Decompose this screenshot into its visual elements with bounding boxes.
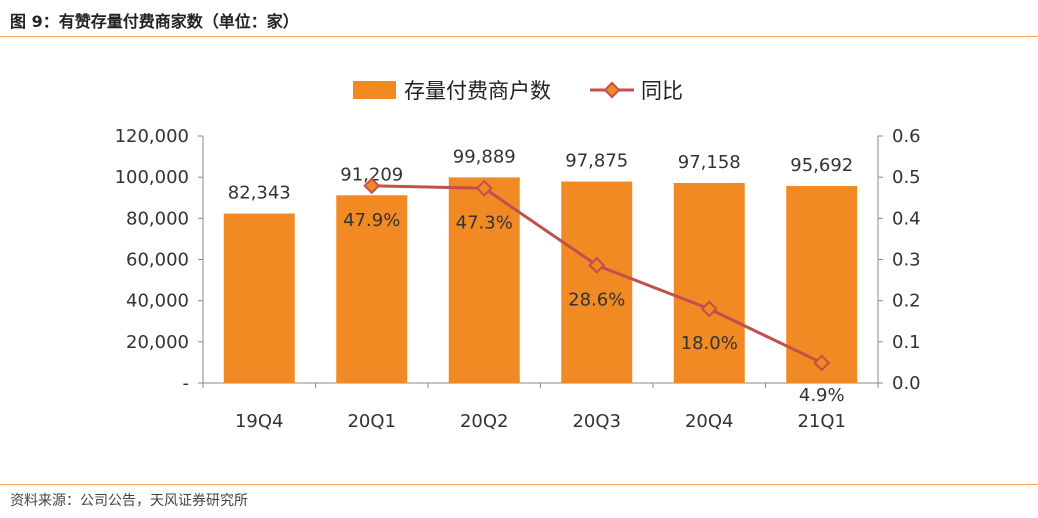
chart: - 20,000 40,000 60,000 80,000 100,000 120,000 0… <box>115 79 921 432</box>
x-tick-label: 20Q1 <box>347 411 396 432</box>
bar-value-label: 91,209 <box>340 164 403 185</box>
left-tick-label: 100,000 <box>115 167 189 188</box>
bar-value-label: 97,158 <box>678 152 741 173</box>
legend-line-label: 同比 <box>641 79 683 103</box>
legend-bar-label: 存量付费商户数 <box>404 79 551 103</box>
yoy-point <box>813 354 831 372</box>
left-tick-label: 20,000 <box>126 332 189 353</box>
figure-title: 图 9：有赞存量付费商家数（单位：家） <box>10 12 299 31</box>
yoy-point <box>588 256 606 274</box>
right-tick-label: 0.5 <box>892 167 921 188</box>
x-tick-label: 20Q3 <box>572 411 621 432</box>
right-tick-label: 0.4 <box>892 208 921 229</box>
yoy-point <box>475 179 493 197</box>
yoy-value-label: 4.9% <box>799 385 845 406</box>
right-tick-label: 0.0 <box>892 373 921 394</box>
left-tick-label: 60,000 <box>126 250 189 271</box>
x-tick-label: 21Q1 <box>797 411 846 432</box>
right-tick-label: 0.2 <box>892 291 921 312</box>
bar-value-label: 97,875 <box>565 151 628 172</box>
bar-value-label: 95,692 <box>790 155 853 176</box>
bar <box>336 195 408 383</box>
legend-bar-swatch <box>353 81 396 99</box>
left-tick-label: 40,000 <box>126 291 189 312</box>
right-tick-label: 0.6 <box>892 126 921 147</box>
bar <box>786 186 858 383</box>
yoy-point <box>700 300 718 318</box>
left-tick-label: 120,000 <box>115 126 189 147</box>
yoy-point <box>363 177 381 195</box>
left-tick-label: 80,000 <box>126 208 189 229</box>
bar <box>561 181 633 383</box>
bar <box>673 183 745 383</box>
top-rule <box>0 36 1038 37</box>
x-tick-label: 19Q4 <box>235 411 284 432</box>
x-tick-label: 20Q4 <box>685 411 734 432</box>
yoy-value-label: 47.9% <box>343 210 400 231</box>
bottom-rule <box>0 484 1038 485</box>
bar <box>448 177 520 383</box>
yoy-value-label: 28.6% <box>568 289 625 310</box>
yoy-value-label: 18.0% <box>681 333 738 354</box>
bar-value-label: 99,889 <box>453 146 516 167</box>
left-tick-label: - <box>183 373 190 394</box>
legend-line-marker <box>603 81 621 99</box>
x-tick-label: 20Q2 <box>460 411 509 432</box>
bar <box>223 213 295 383</box>
yoy-value-label: 47.3% <box>456 212 513 233</box>
source-note: 资料来源：公司公告，天风证券研究所 <box>10 493 248 509</box>
right-tick-label: 0.3 <box>892 250 921 271</box>
bar-value-label: 82,343 <box>228 183 291 204</box>
right-tick-label: 0.1 <box>892 332 921 353</box>
